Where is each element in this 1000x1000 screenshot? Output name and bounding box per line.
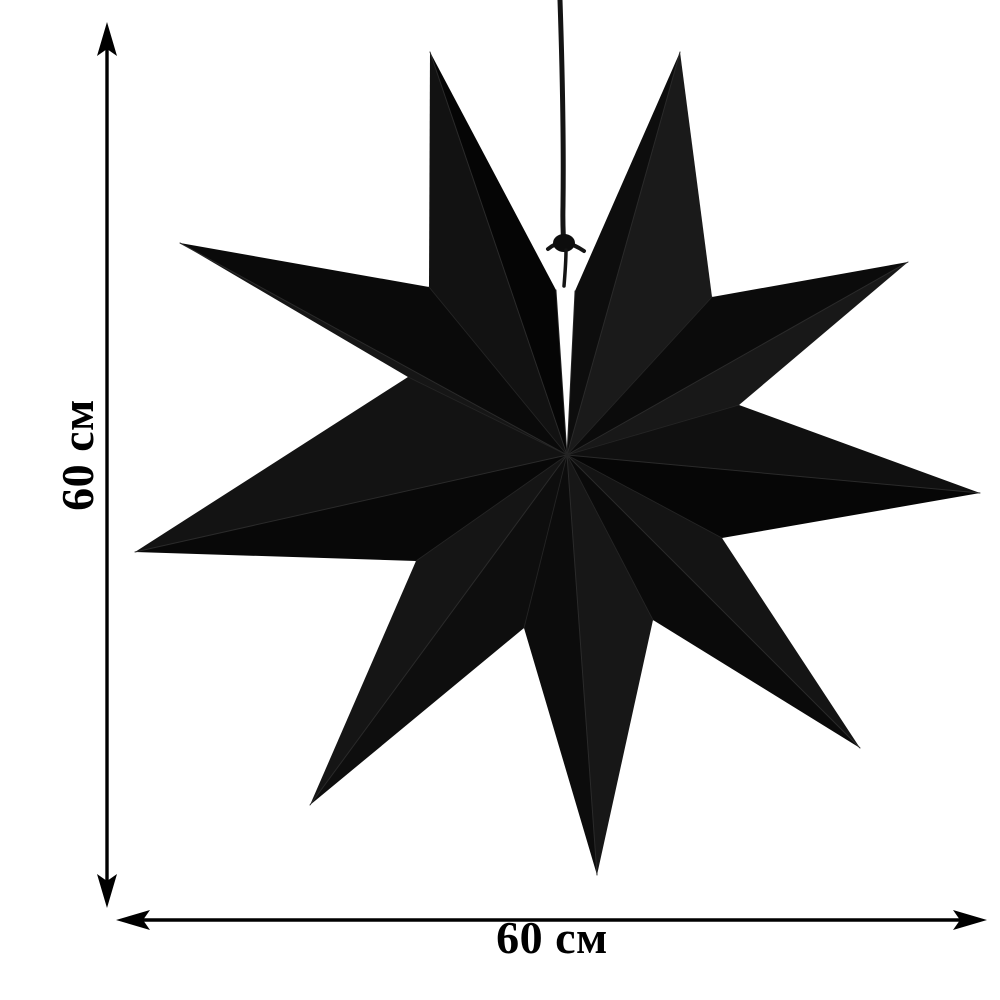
arrow-head-down	[97, 874, 117, 908]
arrow-head-left	[116, 910, 150, 930]
width-dimension-arrow	[116, 910, 987, 930]
star-fold-lines	[134, 51, 981, 876]
star-point-facet	[135, 455, 567, 561]
star-point-facet	[567, 405, 980, 493]
star-point-facet	[567, 455, 980, 538]
arrow-head-up	[97, 22, 117, 56]
star-point-facet	[567, 52, 712, 455]
paper-star	[134, 51, 981, 876]
dimension-guides	[97, 22, 987, 930]
star-point-facet	[135, 377, 567, 552]
star-point-facet	[567, 455, 653, 875]
height-dimension-arrow	[97, 22, 117, 908]
height-dimension-label: 60 см	[52, 399, 103, 511]
arrow-head-right	[953, 910, 987, 930]
star-point-facet	[524, 455, 597, 875]
hanging-cord	[546, 0, 586, 288]
cord-knot	[553, 234, 575, 252]
width-dimension-label: 60 см	[496, 912, 608, 963]
